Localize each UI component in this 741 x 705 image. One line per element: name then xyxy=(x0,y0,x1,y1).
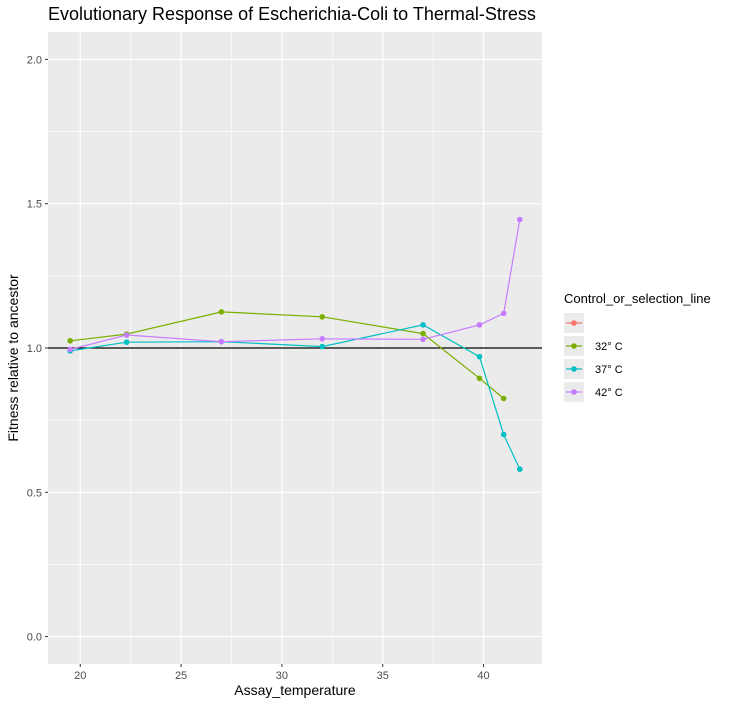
x-tick-label: 40 xyxy=(477,670,489,682)
data-point xyxy=(319,314,326,320)
legend-item: 37° C xyxy=(564,359,623,379)
legend-title: Control_or_selection_line xyxy=(564,291,711,306)
data-point xyxy=(476,375,483,382)
data-point xyxy=(420,330,426,337)
y-tick-label: 2.0 xyxy=(27,54,42,66)
data-point xyxy=(218,338,225,345)
data-point xyxy=(500,395,507,402)
chart-title: Evolutionary Response of Escherichia-Col… xyxy=(48,4,536,24)
legend-key-point xyxy=(571,343,577,349)
data-point xyxy=(500,310,507,317)
y-tick-label: 0.5 xyxy=(27,487,42,499)
data-point xyxy=(420,322,426,328)
y-tick-label: 1.5 xyxy=(27,199,42,211)
legend-item: 32° C xyxy=(564,336,623,356)
series-line xyxy=(70,219,521,350)
x-tick-label: 20 xyxy=(74,670,86,682)
data-point xyxy=(218,309,225,315)
legend-label: 32° C xyxy=(595,341,623,353)
x-tick-label: 25 xyxy=(175,670,187,682)
legend-item xyxy=(564,313,584,333)
series-layer xyxy=(67,216,523,473)
y-tick-label: 0.0 xyxy=(27,632,42,644)
legend: Control_or_selection_line 32° C 37° C 42° … xyxy=(564,291,711,402)
series-line xyxy=(70,324,521,470)
x-tick-label: 35 xyxy=(377,670,389,682)
x-tick-label: 30 xyxy=(276,670,288,682)
data-point xyxy=(123,332,130,338)
data-point xyxy=(476,322,483,328)
legend-label: 42° C xyxy=(595,387,623,399)
legend-key-point xyxy=(571,389,577,395)
data-point xyxy=(123,339,130,346)
data-point xyxy=(517,466,523,473)
legend-item: 42° C xyxy=(564,382,623,402)
data-point xyxy=(500,431,507,438)
y-axis-title: Fitness relative to ancestor xyxy=(5,274,21,442)
data-point xyxy=(67,337,73,344)
data-point xyxy=(476,353,483,360)
y-tick-label: 1.0 xyxy=(27,343,42,355)
legend-key-point xyxy=(571,366,577,372)
x-axis-title: Assay_temperature xyxy=(234,682,356,698)
data-point xyxy=(319,343,326,350)
axis-layer: 20 25 30 35 40 0.0 0.5 1.0 1.5 2.0 xyxy=(27,54,490,682)
data-point xyxy=(319,335,326,342)
series-group xyxy=(67,322,523,473)
legend-label: 37° C xyxy=(595,364,623,376)
series-group xyxy=(67,216,523,353)
data-point xyxy=(420,336,426,343)
data-point xyxy=(67,346,73,353)
data-point xyxy=(517,216,523,223)
legend-key-point xyxy=(571,320,577,326)
legend-items: 32° C 37° C 42° C xyxy=(564,313,623,402)
